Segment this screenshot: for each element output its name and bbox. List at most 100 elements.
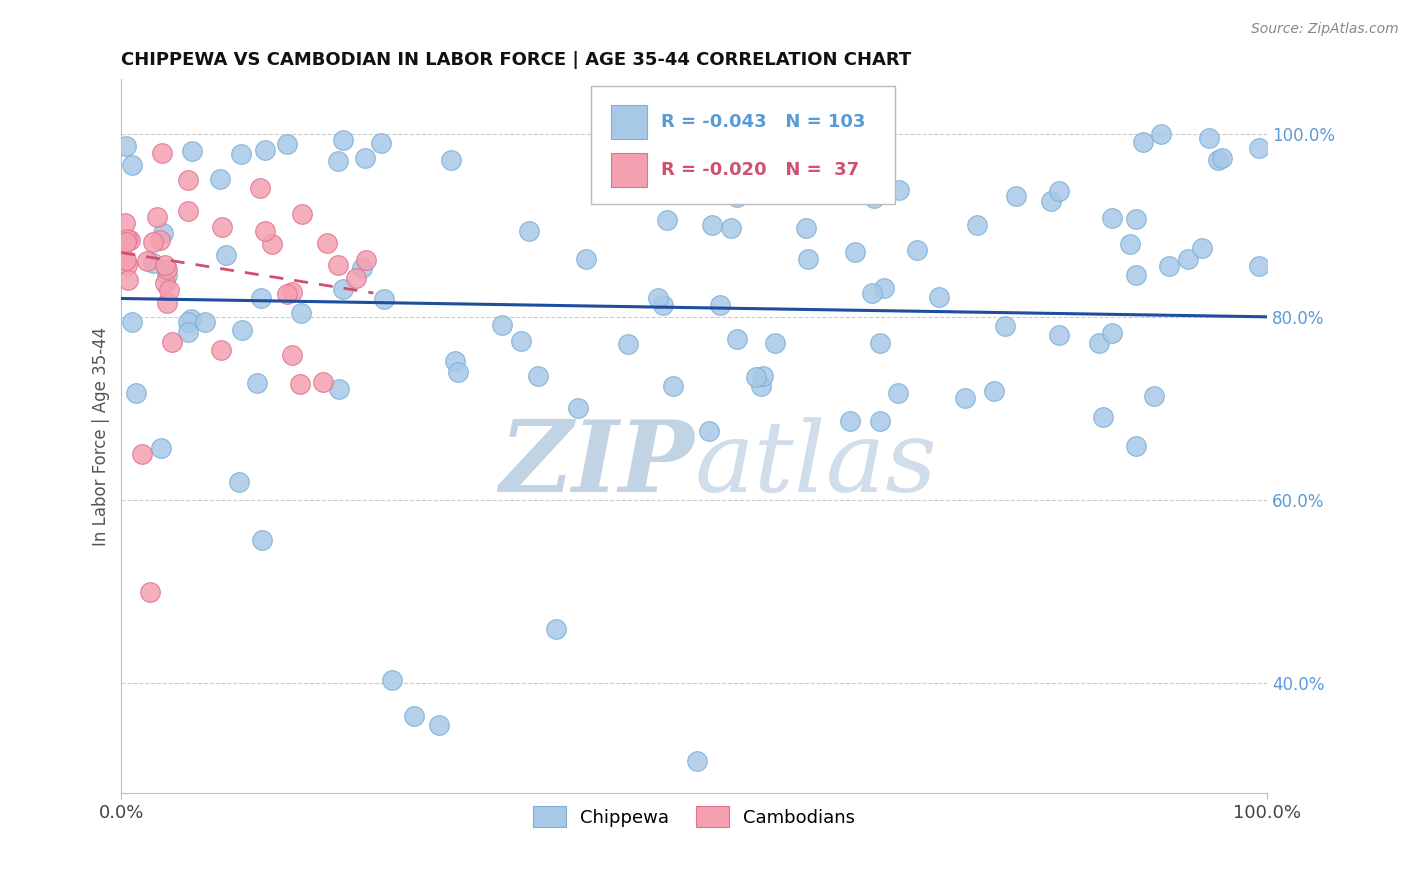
Point (117, 273, 139, 287)
Point (152, 226, 174, 240)
Point (702, 218, 724, 232)
Point (288, 377, 311, 392)
Point (290, 306, 312, 320)
Point (135, 254, 157, 268)
Point (444, 354, 467, 368)
Point (763, 335, 786, 350)
Point (162, 335, 184, 350)
Point (194, 315, 217, 329)
Point (114, 138, 136, 153)
Point (354, 252, 377, 267)
Point (1132, 135, 1154, 149)
Point (509, 334, 531, 348)
Point (575, 252, 598, 267)
Point (1142, 389, 1164, 403)
Point (177, 315, 200, 329)
Point (115, 258, 138, 272)
Text: atlas: atlas (695, 417, 936, 512)
Point (344, 270, 367, 285)
Point (887, 386, 910, 401)
Point (863, 191, 886, 205)
Point (1091, 410, 1114, 425)
Point (228, 475, 250, 489)
Point (249, 292, 271, 306)
Text: ZIP: ZIP (499, 417, 695, 513)
Point (1211, 152, 1233, 166)
Point (1125, 268, 1147, 283)
Point (1004, 188, 1026, 202)
Point (983, 384, 1005, 398)
Point (153, 258, 176, 272)
Point (149, 233, 172, 247)
Point (720, 221, 742, 235)
Point (617, 336, 640, 351)
Point (231, 323, 253, 337)
Point (966, 218, 988, 232)
Point (229, 147, 252, 161)
Point (1206, 153, 1229, 167)
Point (652, 298, 675, 312)
Point (606, 169, 628, 184)
Point (709, 298, 731, 312)
Point (115, 252, 138, 267)
Point (796, 220, 818, 235)
Y-axis label: In Labor Force | Age 35-44: In Labor Force | Age 35-44 (93, 326, 110, 546)
Point (873, 281, 896, 295)
Point (869, 335, 891, 350)
Point (1191, 241, 1213, 255)
Point (260, 237, 283, 252)
Point (115, 232, 138, 246)
Point (527, 368, 550, 383)
Point (797, 252, 820, 267)
Point (373, 292, 395, 306)
Point (1047, 184, 1070, 198)
Point (146, 211, 169, 225)
Point (276, 286, 298, 301)
Point (686, 754, 709, 768)
Point (844, 244, 866, 259)
FancyBboxPatch shape (591, 86, 894, 203)
Point (1101, 211, 1123, 225)
Point (838, 413, 860, 427)
Point (149, 441, 172, 455)
Point (254, 143, 277, 157)
Point (114, 235, 136, 249)
Point (215, 247, 238, 261)
Point (328, 382, 350, 396)
Point (280, 285, 302, 300)
Point (209, 172, 232, 186)
Point (1125, 211, 1147, 226)
Point (672, 169, 695, 184)
Point (928, 290, 950, 304)
FancyBboxPatch shape (610, 153, 647, 187)
Legend: Chippewa, Cambodians: Chippewa, Cambodians (526, 799, 862, 834)
Point (276, 137, 298, 152)
Point (429, 718, 451, 732)
Point (697, 424, 720, 438)
Point (209, 343, 232, 357)
Point (745, 370, 768, 384)
Point (250, 533, 273, 547)
Point (860, 285, 883, 300)
Point (139, 584, 162, 599)
Point (121, 316, 143, 330)
Point (150, 146, 173, 161)
Point (1177, 252, 1199, 266)
Point (312, 376, 335, 390)
Point (180, 311, 202, 326)
Point (869, 414, 891, 428)
Point (354, 151, 377, 165)
Point (156, 295, 179, 310)
Point (352, 260, 374, 275)
Point (332, 133, 354, 147)
Point (1101, 326, 1123, 340)
Point (491, 318, 513, 333)
Point (725, 190, 748, 204)
Point (1119, 236, 1142, 251)
Point (316, 235, 339, 250)
Point (749, 379, 772, 393)
Point (446, 365, 468, 379)
Point (180, 145, 202, 159)
Point (249, 181, 271, 195)
Point (125, 385, 148, 400)
